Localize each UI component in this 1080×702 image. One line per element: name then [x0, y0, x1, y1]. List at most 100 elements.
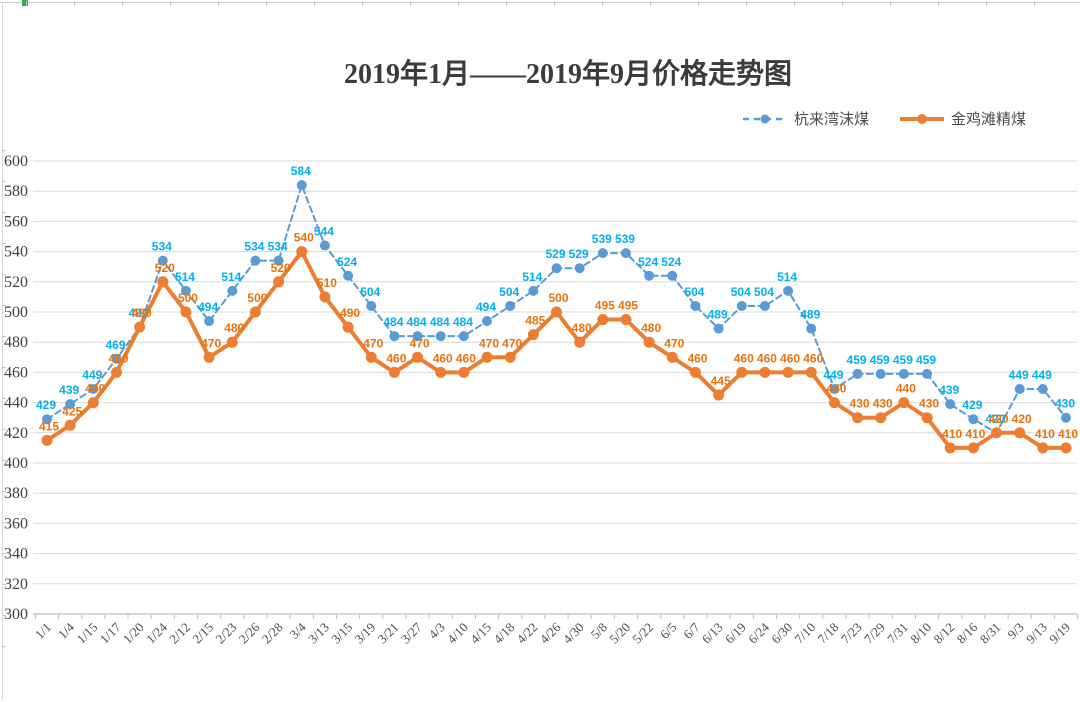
svg-text:494: 494 — [198, 300, 218, 314]
svg-text:460: 460 — [108, 351, 128, 365]
svg-text:484: 484 — [407, 315, 427, 329]
svg-text:3/15: 3/15 — [328, 620, 355, 647]
svg-text:540: 540 — [4, 244, 28, 261]
svg-text:514: 514 — [221, 270, 241, 284]
svg-text:460: 460 — [803, 351, 823, 365]
svg-text:8/10: 8/10 — [907, 620, 934, 647]
svg-text:470: 470 — [664, 336, 684, 350]
svg-text:1/24: 1/24 — [143, 619, 170, 646]
svg-text:460: 460 — [780, 351, 800, 365]
svg-text:4/30: 4/30 — [560, 620, 587, 647]
svg-text:2/12: 2/12 — [166, 620, 193, 647]
svg-text:460: 460 — [433, 351, 453, 365]
svg-text:3/19: 3/19 — [351, 620, 378, 647]
svg-text:7/23: 7/23 — [838, 620, 865, 647]
svg-text:529: 529 — [569, 247, 589, 261]
svg-text:459: 459 — [870, 353, 890, 367]
svg-text:430: 430 — [1055, 397, 1075, 411]
svg-text:449: 449 — [82, 368, 102, 382]
svg-text:430: 430 — [850, 397, 870, 411]
left-ruler — [2, 2, 6, 700]
svg-text:470: 470 — [502, 336, 522, 350]
svg-text:7/31: 7/31 — [884, 620, 911, 647]
svg-text:514: 514 — [777, 270, 797, 284]
svg-text:429: 429 — [962, 398, 982, 412]
svg-text:9/13: 9/13 — [1023, 620, 1050, 647]
svg-text:6/5: 6/5 — [657, 620, 679, 642]
svg-text:380: 380 — [4, 485, 28, 502]
svg-text:500: 500 — [247, 291, 267, 305]
svg-text:495: 495 — [618, 299, 638, 313]
svg-text:490: 490 — [129, 306, 149, 320]
svg-text:584: 584 — [291, 164, 311, 178]
svg-text:524: 524 — [661, 255, 681, 269]
svg-text:8/16: 8/16 — [954, 619, 981, 646]
svg-text:5/8: 5/8 — [588, 620, 610, 642]
svg-text:5/22: 5/22 — [629, 620, 656, 647]
svg-text:440: 440 — [896, 382, 916, 396]
svg-text:2/23: 2/23 — [212, 620, 239, 647]
legend-swatch-solid-line-icon — [900, 113, 945, 124]
chart-title: 2019年1月——2019年9月价格走势图 — [343, 59, 792, 90]
svg-text:9/19: 9/19 — [1046, 620, 1073, 647]
svg-text:5/20: 5/20 — [606, 620, 633, 647]
svg-text:440: 440 — [826, 382, 846, 396]
svg-text:480: 480 — [4, 334, 28, 351]
svg-text:430: 430 — [873, 397, 893, 411]
svg-text:410: 410 — [1058, 427, 1078, 441]
svg-text:459: 459 — [847, 353, 867, 367]
svg-text:534: 534 — [152, 240, 172, 254]
svg-text:420: 420 — [1012, 412, 1032, 426]
svg-text:480: 480 — [572, 321, 592, 335]
svg-text:520: 520 — [155, 261, 175, 275]
svg-text:415: 415 — [39, 419, 59, 433]
svg-text:425: 425 — [62, 404, 82, 418]
svg-text:4/22: 4/22 — [514, 620, 541, 647]
svg-text:484: 484 — [383, 315, 403, 329]
top-ruler — [0, 0, 1080, 6]
svg-text:460: 460 — [386, 351, 406, 365]
svg-text:544: 544 — [314, 225, 334, 239]
svg-text:7/10: 7/10 — [791, 620, 818, 647]
svg-text:429: 429 — [36, 398, 56, 412]
svg-text:500: 500 — [4, 304, 28, 321]
svg-text:524: 524 — [337, 255, 357, 269]
svg-text:1/17: 1/17 — [97, 619, 124, 646]
svg-text:514: 514 — [175, 270, 195, 284]
svg-text:6/19: 6/19 — [722, 620, 749, 647]
svg-text:8/31: 8/31 — [977, 620, 1004, 647]
chart-legend: 杭来湾沫煤 金鸡滩精煤 — [742, 108, 1026, 129]
svg-text:460: 460 — [456, 351, 476, 365]
svg-text:440: 440 — [85, 382, 105, 396]
svg-text:489: 489 — [708, 308, 728, 322]
svg-text:420: 420 — [4, 425, 28, 442]
svg-text:1/1: 1/1 — [32, 620, 54, 642]
svg-text:580: 580 — [4, 183, 28, 200]
svg-text:514: 514 — [522, 270, 542, 284]
svg-text:1/4: 1/4 — [55, 619, 78, 642]
svg-text:3/21: 3/21 — [375, 620, 402, 647]
svg-text:460: 460 — [687, 351, 707, 365]
svg-text:494: 494 — [476, 300, 496, 314]
svg-text:7/18: 7/18 — [815, 620, 842, 647]
svg-text:4/26: 4/26 — [537, 619, 564, 646]
svg-text:470: 470 — [363, 336, 383, 350]
svg-text:340: 340 — [4, 546, 28, 563]
svg-text:430: 430 — [919, 397, 939, 411]
svg-text:490: 490 — [340, 306, 360, 320]
svg-text:6/7: 6/7 — [680, 619, 703, 642]
svg-text:4/10: 4/10 — [444, 620, 471, 647]
svg-text:460: 460 — [757, 351, 777, 365]
svg-text:300: 300 — [4, 606, 28, 623]
svg-text:439: 439 — [939, 383, 959, 397]
svg-text:6/13: 6/13 — [699, 620, 726, 647]
legend-item-jinjitan: 金鸡滩精煤 — [899, 108, 1026, 129]
svg-text:484: 484 — [453, 315, 473, 329]
svg-text:460: 460 — [734, 351, 754, 365]
svg-text:539: 539 — [615, 232, 635, 246]
svg-text:480: 480 — [641, 321, 661, 335]
svg-text:500: 500 — [178, 291, 198, 305]
svg-text:9/3: 9/3 — [1004, 620, 1026, 642]
svg-text:320: 320 — [4, 576, 28, 593]
svg-text:1/20: 1/20 — [120, 620, 147, 647]
